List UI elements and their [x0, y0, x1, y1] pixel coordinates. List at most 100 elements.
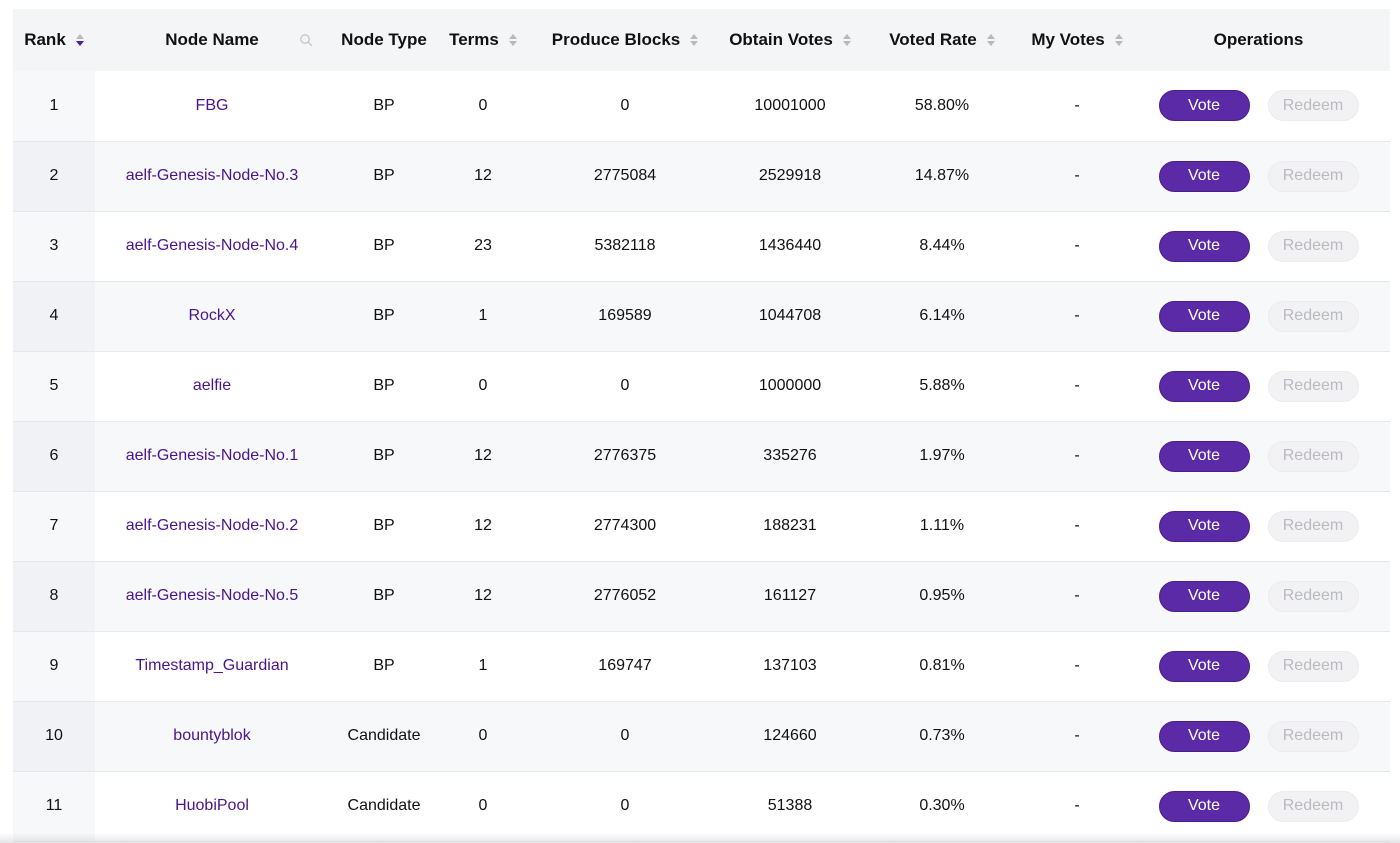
node-name-cell: aelf-Genesis-Node-No.5	[95, 561, 329, 631]
my-votes-cell: -	[1074, 307, 1080, 324]
obtain-votes-cell: 335276	[763, 447, 817, 464]
column-header-produce-blocks[interactable]: Produce Blocks	[527, 9, 723, 71]
vote-button[interactable]: Vote	[1158, 90, 1250, 122]
produce-blocks-cell: 0	[620, 377, 630, 394]
operations-cell: Vote Redeem	[1127, 281, 1390, 351]
redeem-button[interactable]: Redeem	[1267, 370, 1359, 402]
operations-cell: Vote Redeem	[1127, 421, 1390, 491]
node-type-cell: BP	[373, 657, 395, 674]
obtain-votes-cell: 188231	[763, 517, 817, 534]
redeem-button[interactable]: Redeem	[1267, 650, 1359, 682]
node-name-cell: FBG	[95, 71, 329, 141]
produce-blocks-cell: 2774300	[593, 517, 657, 534]
terms-cell: 12	[474, 517, 492, 534]
rank-cell: 7	[13, 491, 95, 561]
column-header-voted-rate[interactable]: Voted Rate	[857, 9, 1027, 71]
rank-cell: 8	[13, 561, 95, 631]
table-row: 2 aelf-Genesis-Node-No.3 BP 12 2775084 2…	[13, 141, 1390, 211]
operations-cell: Vote Redeem	[1127, 631, 1390, 701]
node-name-cell: bountyblok	[95, 701, 329, 771]
voted-rate-cell: 1.97%	[919, 447, 965, 464]
obtain-votes-cell: 1436440	[758, 237, 822, 254]
sort-icon-obtain-votes[interactable]	[842, 34, 851, 46]
produce-blocks-cell: 0	[620, 727, 630, 744]
node-name-link[interactable]: aelf-Genesis-Node-No.4	[125, 237, 299, 254]
vote-button[interactable]: Vote	[1158, 720, 1250, 752]
redeem-button[interactable]: Redeem	[1267, 90, 1359, 122]
node-name-link[interactable]: aelf-Genesis-Node-No.3	[125, 167, 299, 184]
redeem-button[interactable]: Redeem	[1267, 300, 1359, 332]
node-name-link[interactable]: FBG	[195, 96, 229, 114]
rank-cell: 5	[13, 351, 95, 421]
redeem-button[interactable]: Redeem	[1267, 720, 1359, 752]
column-header-my-votes[interactable]: My Votes	[1027, 9, 1127, 71]
terms-cell: 23	[474, 237, 492, 254]
sort-icon-voted-rate[interactable]	[986, 34, 995, 46]
obtain-votes-cell: 2529918	[758, 167, 822, 184]
redeem-button[interactable]: Redeem	[1267, 230, 1359, 262]
rank-cell: 4	[13, 281, 95, 351]
node-type-cell: BP	[373, 447, 395, 464]
vote-button[interactable]: Vote	[1158, 300, 1250, 332]
node-table: Rank Node Name Node Type	[13, 9, 1390, 842]
sort-icon-my-votes[interactable]	[1114, 34, 1123, 46]
column-label-operations: Operations	[1213, 30, 1304, 49]
rank-cell: 6	[13, 421, 95, 491]
my-votes-cell: -	[1074, 96, 1080, 114]
node-name-link[interactable]: aelf-Genesis-Node-No.1	[125, 447, 299, 464]
produce-blocks-cell: 169747	[598, 657, 652, 674]
obtain-votes-cell: 10001000	[754, 96, 826, 114]
vote-button[interactable]: Vote	[1158, 230, 1250, 262]
operations-cell: Vote Redeem	[1127, 491, 1390, 561]
table-row: 11 HuobiPool Candidate 0 0 51388 0.30% -…	[13, 771, 1390, 841]
operations-cell: Vote Redeem	[1127, 211, 1390, 281]
redeem-button[interactable]: Redeem	[1267, 160, 1359, 192]
node-name-link[interactable]: Timestamp_Guardian	[135, 657, 289, 674]
node-name-link[interactable]: bountyblok	[173, 727, 251, 744]
node-name-cell: HuobiPool	[95, 771, 329, 841]
vote-button[interactable]: Vote	[1158, 160, 1250, 192]
sort-icon-produce-blocks[interactable]	[690, 34, 699, 46]
sort-icon-rank[interactable]	[75, 34, 84, 46]
search-icon[interactable]	[299, 33, 313, 47]
operations-cell: Vote Redeem	[1127, 771, 1390, 841]
voted-rate-cell: 58.80%	[914, 96, 970, 114]
voted-rate-cell: 0.95%	[919, 587, 965, 604]
node-name-link[interactable]: aelfie	[192, 377, 232, 394]
vote-button[interactable]: Vote	[1158, 370, 1250, 402]
my-votes-cell: -	[1074, 797, 1080, 814]
column-label-node-type: Node Type	[341, 30, 427, 49]
sort-icon-terms[interactable]	[508, 34, 517, 46]
redeem-button[interactable]: Redeem	[1267, 510, 1359, 542]
redeem-button[interactable]: Redeem	[1267, 440, 1359, 472]
node-name-cell: aelf-Genesis-Node-No.1	[95, 421, 329, 491]
node-name-cell: aelf-Genesis-Node-No.3	[95, 141, 329, 211]
node-type-cell: Candidate	[347, 727, 421, 744]
column-header-obtain-votes[interactable]: Obtain Votes	[723, 9, 857, 71]
node-name-link[interactable]: aelf-Genesis-Node-No.5	[125, 587, 299, 604]
table-row: 10 bountyblok Candidate 0 0 124660 0.73%…	[13, 701, 1390, 771]
terms-cell: 0	[478, 377, 488, 394]
sort-descending-icon	[842, 41, 851, 46]
terms-cell: 0	[478, 96, 488, 114]
vote-button[interactable]: Vote	[1158, 580, 1250, 612]
column-header-terms[interactable]: Terms	[439, 9, 527, 71]
node-name-link[interactable]: RockX	[188, 307, 236, 324]
node-type-cell: BP	[373, 96, 395, 114]
redeem-button[interactable]: Redeem	[1267, 790, 1359, 822]
vote-button[interactable]: Vote	[1158, 790, 1250, 822]
node-name-cell: aelf-Genesis-Node-No.4	[95, 211, 329, 281]
vote-button[interactable]: Vote	[1158, 650, 1250, 682]
node-name-link[interactable]: aelf-Genesis-Node-No.2	[125, 517, 299, 534]
produce-blocks-cell: 0	[620, 797, 630, 814]
rank-cell: 3	[13, 211, 95, 281]
redeem-button[interactable]: Redeem	[1267, 580, 1359, 612]
node-name-link[interactable]: HuobiPool	[175, 797, 249, 814]
table-row: 5 aelfie BP 0 0 1000000 5.88% - Vote Red…	[13, 351, 1390, 421]
table-row: 3 aelf-Genesis-Node-No.4 BP 23 5382118 1…	[13, 211, 1390, 281]
obtain-votes-cell: 1044708	[758, 307, 822, 324]
vote-button[interactable]: Vote	[1158, 440, 1250, 472]
vote-button[interactable]: Vote	[1158, 510, 1250, 542]
column-header-rank[interactable]: Rank	[13, 9, 95, 71]
rank-cell: 9	[13, 631, 95, 701]
